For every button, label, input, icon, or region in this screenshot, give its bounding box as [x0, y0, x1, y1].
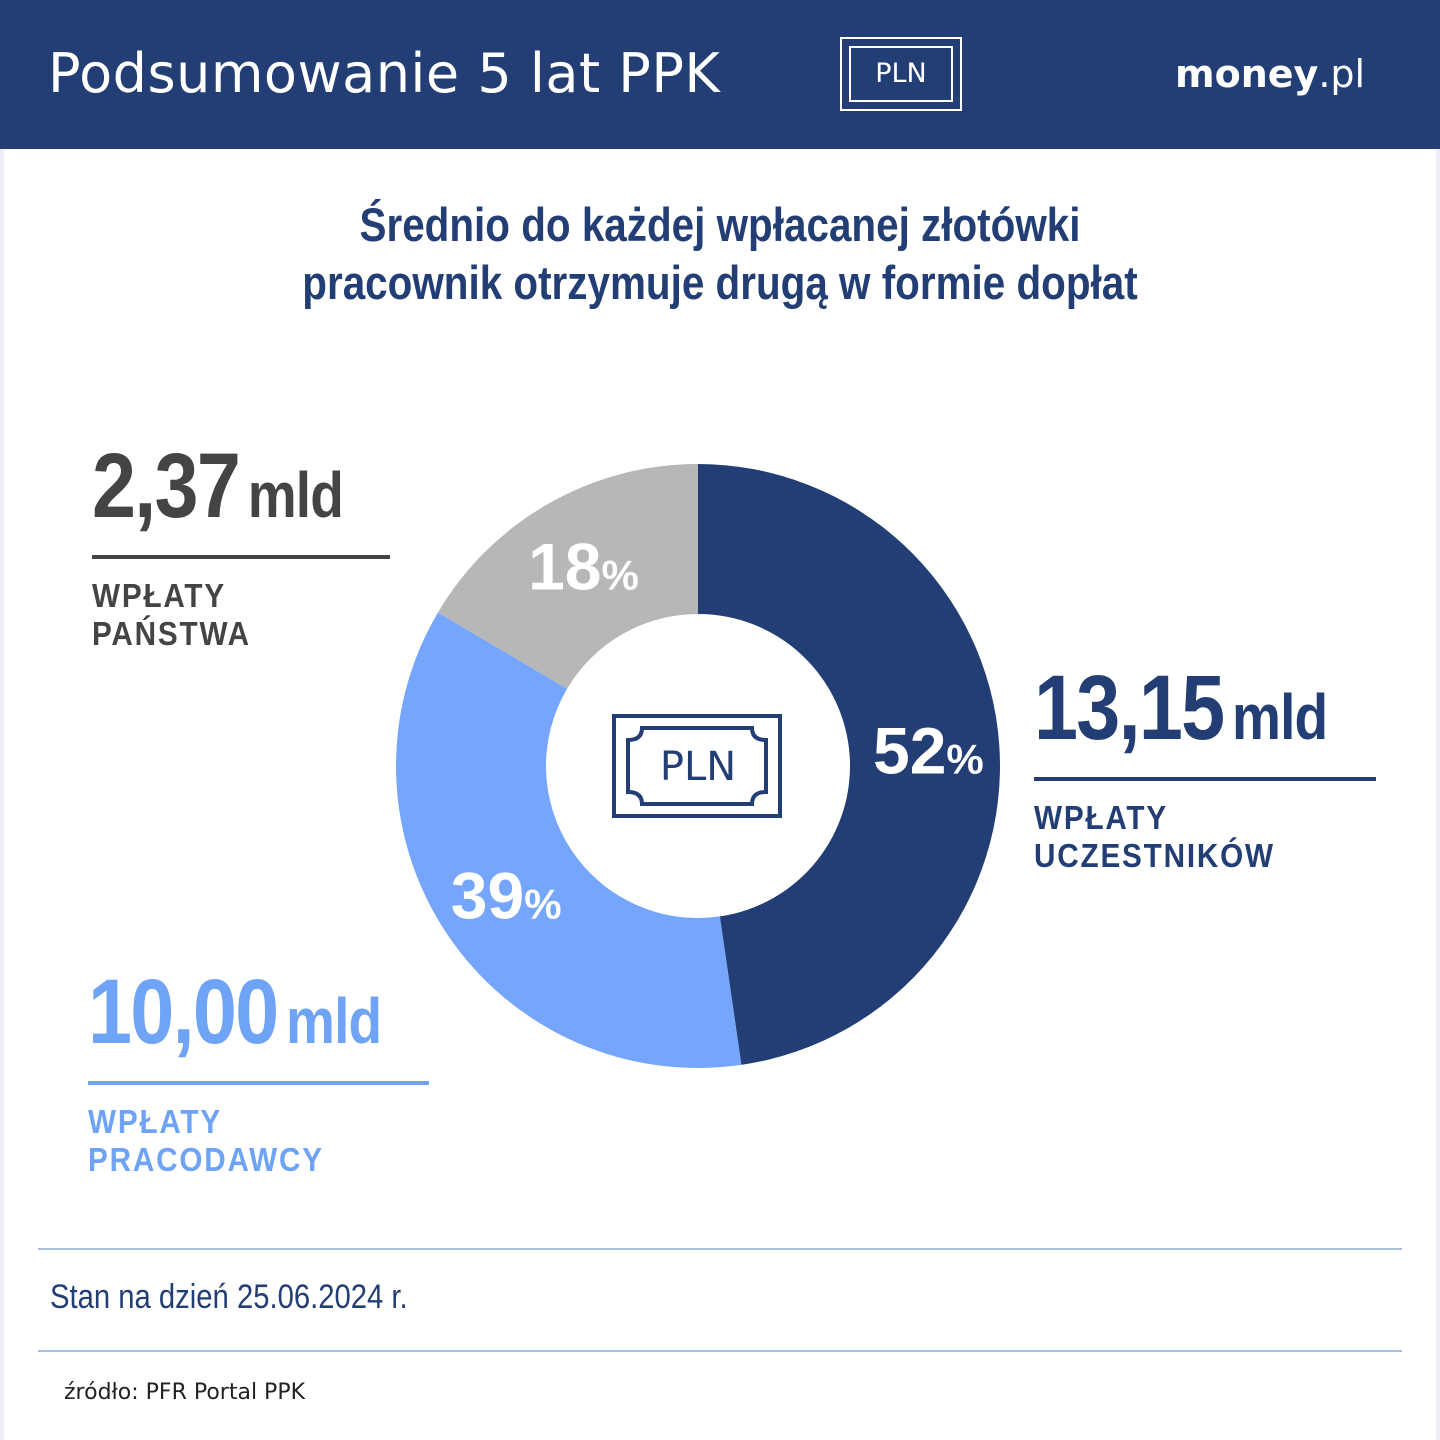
- donut-slice-3: [437, 464, 698, 689]
- divider-bottom: [38, 1350, 1402, 1352]
- source-note: źródło: PFR Portal PPK: [64, 1380, 306, 1405]
- stat-rule: [92, 555, 390, 559]
- stat-uczestnikow: 13,15 mld WPŁATY UCZESTNIKÓW: [1034, 662, 1376, 875]
- stat-label: WPŁATY PAŃSTWA: [92, 577, 360, 653]
- donut-value-label-3: 18%: [528, 529, 639, 603]
- logo-light: .pl: [1318, 52, 1366, 96]
- stat-label-line-1: WPŁATY: [92, 577, 226, 614]
- stat-unit: mld: [1232, 681, 1328, 753]
- stat-label-line-1: WPŁATY: [1034, 799, 1168, 836]
- pln-banknote-icon: PLN: [840, 37, 962, 111]
- donut-value-label-2: 39%: [451, 859, 562, 933]
- stat-panstwa: 2,37 mld WPŁATY PAŃSTWA: [92, 440, 390, 653]
- stat-value: 13,15 mld: [1034, 662, 1328, 763]
- stat-unit: mld: [286, 985, 382, 1057]
- stat-label-line-2: PRACODAWCY: [88, 1141, 324, 1178]
- stat-value: 2,37 mld: [92, 440, 348, 541]
- donut-value-labels: 52% 39% 18%: [451, 529, 984, 932]
- subtitle-line-2: pracownik otrzymuje drugą w formie dopła…: [302, 256, 1138, 309]
- donut-chart: 52% 39% 18% PLN: [396, 464, 1000, 1068]
- stat-rule: [88, 1081, 429, 1085]
- stat-number: 13,15: [1034, 657, 1225, 759]
- stat-number: 10,00: [88, 961, 279, 1063]
- stat-unit: mld: [247, 459, 344, 531]
- center-pln-label: PLN: [660, 744, 736, 790]
- chart-subtitle: Średnio do każdej wpłacanej złotówki pra…: [101, 196, 1339, 312]
- header-bar: Podsumowanie 5 lat PPK PLN money.pl: [0, 0, 1440, 149]
- divider-top: [38, 1248, 1402, 1250]
- stat-label: WPŁATY UCZESTNIKÓW: [1034, 799, 1342, 875]
- donut-slice-2: [396, 612, 742, 1068]
- donut-slices: [396, 464, 1000, 1068]
- stat-label: WPŁATY PRACODAWCY: [88, 1103, 395, 1179]
- stat-value: 10,00 mld: [88, 966, 382, 1067]
- stat-label-line-2: PAŃSTWA: [92, 615, 251, 652]
- stat-pracodawcy: 10,00 mld WPŁATY PRACODAWCY: [88, 966, 429, 1179]
- donut-slice-1: [698, 464, 1000, 1065]
- logo-bold: money: [1175, 52, 1319, 96]
- pln-badge-label: PLN: [875, 58, 927, 89]
- stat-label-line-1: WPŁATY: [88, 1103, 222, 1140]
- page-title: Podsumowanie 5 lat PPK: [48, 42, 721, 105]
- banknote-inner-frame: [849, 46, 953, 102]
- subtitle-line-1: Średnio do każdej wpłacanej złotówki: [359, 198, 1081, 251]
- stat-number: 2,37: [92, 435, 241, 537]
- data-date: Stan na dzień 25.06.2024 r.: [50, 1278, 408, 1316]
- center-pln-banknote-icon: PLN: [612, 714, 782, 818]
- stat-label-line-2: UCZESTNIKÓW: [1034, 837, 1275, 874]
- money-pl-logo: money.pl: [1175, 52, 1365, 96]
- banknote-outer: [612, 714, 782, 818]
- donut-value-label-1: 52%: [873, 713, 984, 787]
- stat-rule: [1034, 777, 1376, 781]
- banknote-inner: [626, 726, 768, 806]
